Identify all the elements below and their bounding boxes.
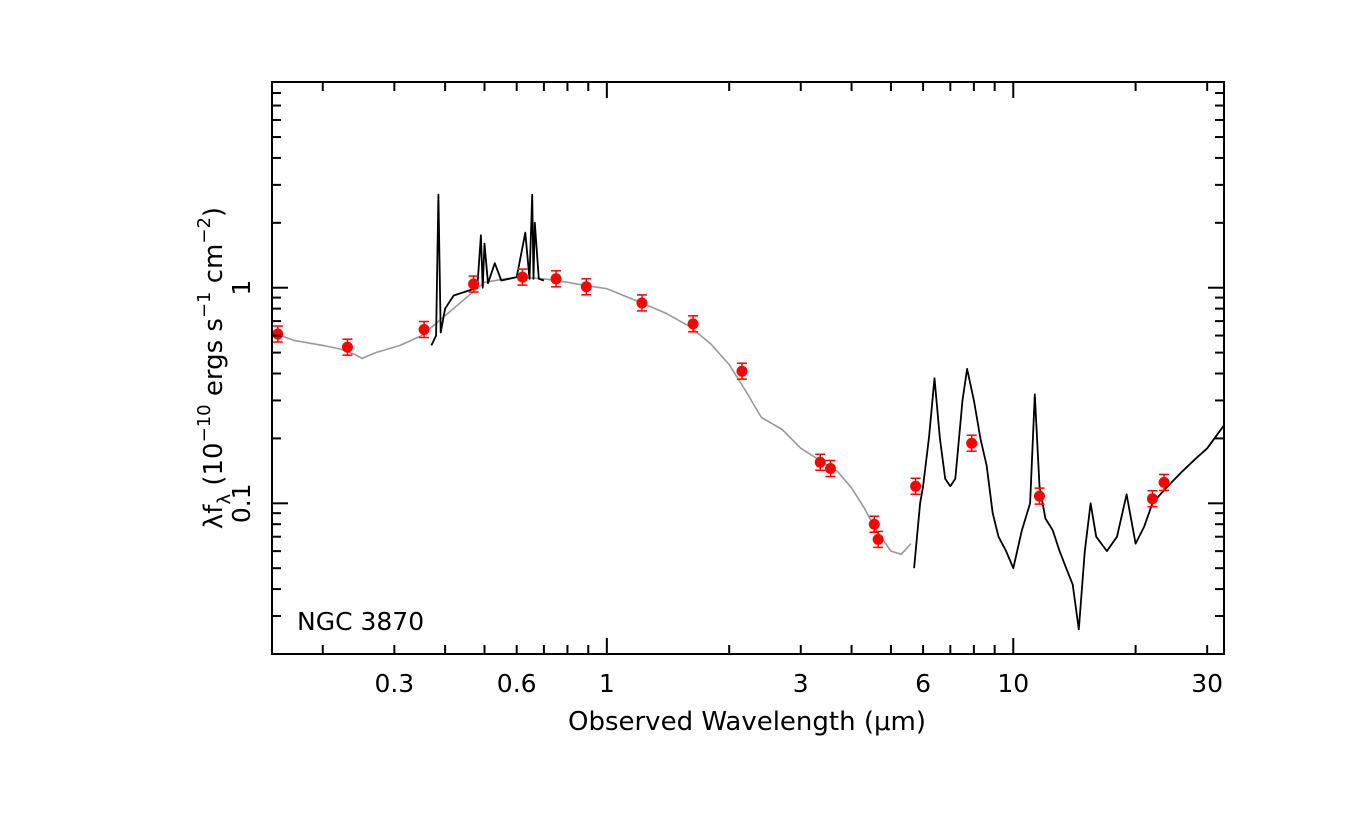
photometry-point (687, 318, 699, 330)
x-axis-title: Observed Wavelength (μm) (568, 707, 926, 737)
y-axis-title-post: ) (199, 207, 229, 217)
photometry-point (736, 365, 748, 377)
spectrum-group (430, 193, 1224, 631)
photometry-point (910, 480, 922, 492)
photometry-point (468, 278, 480, 290)
y-axis-title-sup2: −1 (194, 291, 215, 318)
model-sed-line (272, 276, 912, 556)
x-tick-label: 6 (915, 669, 931, 698)
observed-spectrum-line (430, 193, 545, 346)
y-axis-title: λfλ (10−10 ergs s−1 cm−2) (194, 207, 235, 529)
x-tick-label: 0.3 (374, 669, 414, 698)
x-tick-label: 3 (793, 669, 809, 698)
photometry-point (516, 271, 528, 283)
photometry-point (636, 297, 648, 309)
x-tick-label: 0.6 (497, 669, 537, 698)
plot-frame (271, 81, 1225, 655)
observed-spectrum-line (913, 367, 1224, 631)
y-axis-title-base: λf (199, 504, 229, 529)
y-axis-title-sub: λ (214, 494, 235, 505)
x-tick-labels: 0.3 0.6 1 3 6 10 30 (374, 669, 1223, 698)
model-curve-group (272, 276, 912, 556)
x-tick-label: 10 (997, 669, 1029, 698)
object-annotation: NGC 3870 (297, 607, 424, 636)
photometry-point (272, 328, 284, 340)
y-axis-title-mid: ergs s (199, 318, 229, 404)
photometry-point (550, 273, 562, 285)
photometry-point (580, 281, 592, 293)
y-axis-title-pre: (10 (199, 442, 229, 494)
axis-ticks (272, 81, 1224, 655)
y-axis-title-mid2: cm (199, 244, 229, 292)
photometry-point (966, 437, 978, 449)
photometry-point (872, 533, 884, 545)
y-axis-title-sup1: −10 (194, 404, 215, 442)
x-tick-label: 30 (1191, 669, 1223, 698)
photometry-point (1146, 493, 1158, 505)
photometry-point (341, 341, 353, 353)
photometry-points-group (272, 268, 1170, 549)
y-tick-labels: 0.11 (227, 280, 256, 523)
photometry-point (824, 463, 836, 475)
photometry-point (418, 324, 430, 336)
photometry-point (814, 456, 826, 468)
photometry-point (1033, 490, 1045, 502)
y-axis-title-sup3: −2 (194, 217, 215, 244)
x-tick-label: 1 (599, 669, 615, 698)
y-tick-label: 0.1 (227, 483, 256, 523)
photometry-point (868, 518, 880, 530)
y-tick-label: 1 (227, 280, 256, 296)
photometry-point (1158, 476, 1170, 488)
